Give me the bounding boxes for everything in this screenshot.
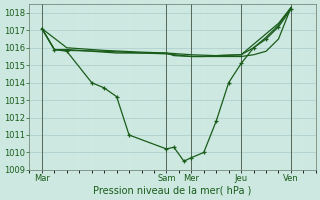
X-axis label: Pression niveau de la mer( hPa ): Pression niveau de la mer( hPa ) [93, 186, 252, 196]
